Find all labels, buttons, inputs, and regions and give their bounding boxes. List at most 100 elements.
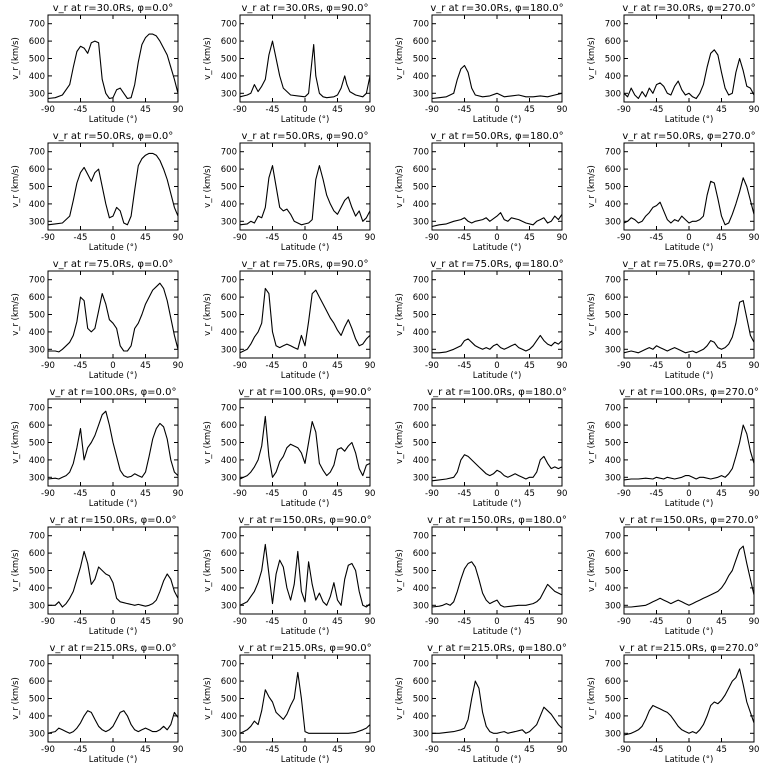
x-tick-label: 0	[686, 233, 691, 243]
y-tick-label: 700	[221, 660, 237, 670]
y-tick-label: 500	[605, 311, 621, 321]
y-tick-label: 300	[221, 473, 237, 483]
subplot-24: v_r at r=215.0Rs, φ=270.0° -90 -45 0 45 90 300…	[587, 643, 759, 765]
y-tick-label: 400	[605, 456, 621, 466]
x-tick-label: 0	[110, 745, 115, 755]
y-tick-label: 600	[605, 421, 621, 431]
y-tick-label: 700	[221, 20, 237, 30]
y-tick-label: 400	[413, 72, 429, 82]
x-tick-label: 45	[716, 361, 727, 371]
x-tick-label: 0	[110, 617, 115, 627]
y-axis-label: v_r (km/s)	[11, 549, 21, 592]
series-line	[47, 410, 179, 480]
x-tick-label: 45	[332, 489, 343, 499]
y-tick-label: 400	[29, 200, 45, 210]
y-tick-label: 300	[29, 217, 45, 227]
y-tick-label: 500	[605, 439, 621, 449]
x-tick-label: 0	[110, 361, 115, 371]
subplot-title: v_r at r=100.0Rs, φ=180.0°	[427, 387, 567, 398]
y-tick-label: 300	[29, 601, 45, 611]
y-tick-label: 700	[413, 20, 429, 30]
subplot-title: v_r at r=75.0Rs, φ=270.0°	[622, 259, 755, 270]
x-tick-label: 90	[365, 105, 376, 115]
x-tick-label: 45	[524, 233, 535, 243]
x-tick-label: 90	[557, 617, 568, 627]
x-tick-label: 0	[494, 489, 499, 499]
y-tick-label: 400	[605, 72, 621, 82]
x-tick-label: 0	[110, 489, 115, 499]
y-tick-label: 400	[413, 328, 429, 338]
y-tick-label: 700	[413, 276, 429, 286]
subplot-21: v_r at r=215.0Rs, φ=0.0° -90 -45 0 45 90 300 40…	[11, 643, 183, 765]
x-tick-label: -45	[266, 233, 280, 243]
y-tick-label: 600	[605, 549, 621, 559]
subplot-title: v_r at r=100.0Rs, φ=270.0°	[619, 387, 759, 398]
x-axis-label: Latitude (°)	[665, 755, 714, 765]
subplot-13: v_r at r=100.0Rs, φ=0.0° -90 -45 0 45 90 300 40…	[11, 387, 183, 509]
plot-frame	[623, 526, 755, 615]
x-tick-label: 90	[173, 361, 184, 371]
series-line	[623, 424, 755, 481]
subplot-17: v_r at r=150.0Rs, φ=0.0° -90 -45 0 45 90 300 40…	[11, 515, 183, 637]
subplot-9: v_r at r=75.0Rs, φ=0.0° -90 -45 0 45 90 300 400…	[11, 259, 183, 381]
x-tick-label: 0	[110, 105, 115, 115]
y-axis-label: v_r (km/s)	[11, 37, 21, 80]
x-tick-label: -45	[458, 489, 472, 499]
x-tick-label: 90	[749, 105, 760, 115]
x-tick-label: 45	[140, 105, 151, 115]
series-line	[239, 415, 371, 480]
y-tick-label: 500	[221, 183, 237, 193]
y-axis-label: v_r (km/s)	[395, 677, 405, 720]
y-tick-label: 700	[221, 276, 237, 286]
x-axis-label: Latitude (°)	[665, 499, 714, 509]
y-tick-label: 500	[29, 183, 45, 193]
x-tick-label: -90	[233, 745, 247, 755]
y-tick-label: 400	[221, 328, 237, 338]
y-tick-label: 300	[413, 345, 429, 355]
subplot-8: v_r at r=50.0Rs, φ=270.0° -90 -45 0 45 90 300 4…	[587, 131, 759, 253]
x-tick-label: 90	[365, 745, 376, 755]
x-axis-label: Latitude (°)	[665, 115, 714, 125]
x-tick-label: -90	[425, 361, 439, 371]
x-tick-label: 0	[302, 233, 307, 243]
x-tick-label: -45	[650, 489, 664, 499]
y-tick-label: 500	[413, 311, 429, 321]
y-axis-label: v_r (km/s)	[11, 165, 21, 208]
x-tick-label: -90	[233, 361, 247, 371]
x-axis-label: Latitude (°)	[473, 371, 522, 381]
x-axis-label: Latitude (°)	[89, 115, 138, 125]
y-tick-label: 400	[221, 584, 237, 594]
x-axis-label: Latitude (°)	[281, 755, 330, 765]
y-axis-label: v_r (km/s)	[587, 677, 597, 720]
y-tick-label: 300	[29, 89, 45, 99]
y-tick-label: 600	[221, 421, 237, 431]
subplot-title: v_r at r=100.0Rs, φ=0.0°	[50, 387, 177, 398]
y-tick-label: 500	[221, 55, 237, 65]
y-tick-label: 600	[29, 549, 45, 559]
y-tick-label: 700	[221, 148, 237, 158]
subplot-11: v_r at r=75.0Rs, φ=180.0° -90 -45 0 45 90 300 4…	[395, 259, 567, 381]
y-tick-label: 600	[413, 293, 429, 303]
y-axis-label: v_r (km/s)	[203, 293, 213, 336]
x-tick-label: -45	[74, 489, 88, 499]
x-tick-label: -45	[650, 745, 664, 755]
y-tick-label: 700	[605, 20, 621, 30]
series-line	[431, 561, 563, 608]
subplot-title: v_r at r=215.0Rs, φ=270.0°	[619, 643, 759, 654]
series-line	[239, 40, 371, 99]
y-axis-label: v_r (km/s)	[395, 293, 405, 336]
y-tick-label: 500	[221, 695, 237, 705]
y-tick-label: 700	[29, 404, 45, 414]
x-tick-label: -90	[617, 361, 631, 371]
subplot-19: v_r at r=150.0Rs, φ=180.0° -90 -45 0 45 90 300…	[395, 515, 567, 637]
x-axis-label: Latitude (°)	[665, 371, 714, 381]
y-tick-label: 500	[605, 55, 621, 65]
x-axis-label: Latitude (°)	[281, 243, 330, 253]
x-axis-label: Latitude (°)	[89, 371, 138, 381]
y-tick-label: 500	[29, 439, 45, 449]
x-tick-label: -45	[266, 745, 280, 755]
y-tick-label: 300	[221, 601, 237, 611]
x-tick-label: 45	[716, 105, 727, 115]
y-tick-label: 700	[605, 660, 621, 670]
